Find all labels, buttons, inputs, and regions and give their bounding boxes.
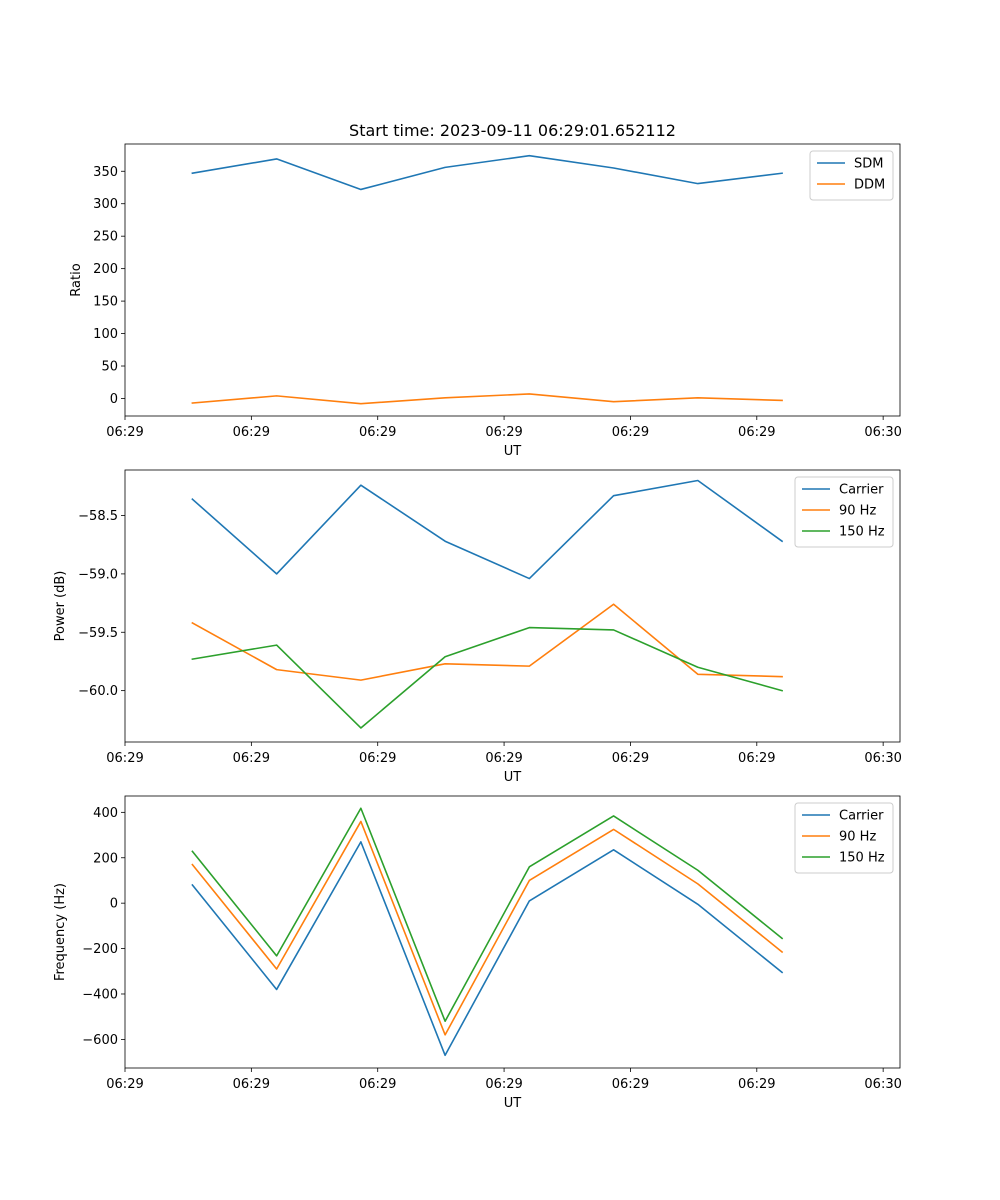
x-tick-label: 06:29 bbox=[738, 425, 775, 440]
y-tick-label: −59.0 bbox=[78, 567, 118, 582]
x-tick-label: 06:29 bbox=[233, 751, 270, 766]
y-tick-label: 0 bbox=[110, 392, 118, 407]
chart-panel-2: 06:29 06:29 06:29 06:29 06:29 06:29 06:30 −60.0… bbox=[53, 469, 902, 785]
y-tick-label: 200 bbox=[93, 851, 118, 866]
x-tick-label: 06:29 bbox=[359, 1077, 396, 1092]
x-tick-label: 06:29 bbox=[106, 1077, 143, 1092]
y-tick-label: −58.5 bbox=[78, 509, 118, 524]
x-tick-label: 06:29 bbox=[233, 425, 270, 440]
series-line-150-hz bbox=[191, 807, 784, 1023]
x-axis-label: UT bbox=[504, 1096, 522, 1111]
x-axis-label: UT bbox=[504, 444, 522, 459]
x-tick-label: 06:29 bbox=[233, 1077, 270, 1092]
y-tick-label: 300 bbox=[93, 197, 118, 212]
x-tick-label: 06:29 bbox=[612, 425, 649, 440]
x-tick-label: 06:29 bbox=[612, 1077, 649, 1092]
legend-label: Carrier bbox=[839, 483, 884, 498]
x-axis-label: UT bbox=[504, 770, 522, 785]
legend: Carrier 90 Hz 150 Hz bbox=[794, 802, 894, 874]
series-line-carrier bbox=[191, 479, 784, 580]
y-axis-label: Frequency (Hz) bbox=[53, 883, 68, 981]
axes-frame bbox=[124, 143, 901, 417]
y-tick-label: −400 bbox=[82, 987, 118, 1002]
y-tick-label: −60.0 bbox=[78, 684, 118, 699]
legend-label: 90 Hz bbox=[839, 504, 876, 519]
series-line-carrier bbox=[191, 841, 784, 1057]
x-tick-label: 06:29 bbox=[359, 751, 396, 766]
chart-title: Start time: 2023-09-11 06:29:01.652112 bbox=[349, 121, 676, 140]
x-tick-label: 06:30 bbox=[864, 751, 901, 766]
legend-label: Carrier bbox=[839, 809, 884, 824]
y-tick-label: 100 bbox=[93, 327, 118, 342]
y-axis-label: Ratio bbox=[69, 263, 84, 296]
legend-label: DDM bbox=[854, 178, 885, 193]
series-line-ddm bbox=[191, 393, 783, 405]
legend-box bbox=[794, 802, 894, 874]
x-tick-label: 06:29 bbox=[106, 751, 143, 766]
y-axis-label: Power (dB) bbox=[53, 571, 68, 642]
x-tick-label: 06:29 bbox=[359, 425, 396, 440]
axes-frame bbox=[124, 795, 901, 1069]
x-tick-label: 06:29 bbox=[738, 1077, 775, 1092]
x-tick-label: 06:30 bbox=[864, 425, 901, 440]
x-tick-label: 06:29 bbox=[485, 425, 522, 440]
x-tick-label: 06:29 bbox=[738, 751, 775, 766]
x-tick-label: 06:29 bbox=[485, 751, 522, 766]
y-tick-label: −600 bbox=[82, 1033, 118, 1048]
legend: Carrier 90 Hz 150 Hz bbox=[794, 476, 894, 548]
x-tick-label: 06:30 bbox=[864, 1077, 901, 1092]
y-tick-label: 50 bbox=[101, 360, 118, 375]
legend-label: 150 Hz bbox=[839, 525, 885, 540]
y-tick-label: 150 bbox=[93, 295, 118, 310]
y-tick-label: −200 bbox=[82, 942, 118, 957]
axes-frame bbox=[124, 469, 901, 743]
legend-box bbox=[794, 476, 894, 548]
legend-label: 150 Hz bbox=[839, 851, 885, 866]
x-tick-label: 06:29 bbox=[106, 425, 143, 440]
legend-label: 90 Hz bbox=[839, 830, 876, 845]
y-tick-label: 400 bbox=[93, 806, 118, 821]
chart-panel-3: 06:29 06:29 06:29 06:29 06:29 06:29 06:30 −600 −… bbox=[53, 795, 902, 1111]
legend-label: SDM bbox=[854, 157, 883, 172]
x-tick-label: 06:29 bbox=[612, 751, 649, 766]
series-line-90-hz bbox=[191, 820, 784, 1036]
y-tick-label: −59.5 bbox=[78, 626, 118, 641]
y-tick-label: 350 bbox=[93, 165, 118, 180]
legend: SDM DDM bbox=[809, 150, 894, 201]
series-line-sdm bbox=[191, 154, 783, 191]
y-tick-label: 200 bbox=[93, 262, 118, 277]
chart-panel-1: Start time: 2023-09-11 06:29:01.652112 06… bbox=[69, 121, 902, 459]
y-tick-label: 250 bbox=[93, 230, 118, 245]
series-line-90-hz bbox=[191, 603, 783, 681]
x-tick-label: 06:29 bbox=[485, 1077, 522, 1092]
y-tick-label: 0 bbox=[110, 897, 118, 912]
series-line-150-hz bbox=[191, 626, 784, 729]
